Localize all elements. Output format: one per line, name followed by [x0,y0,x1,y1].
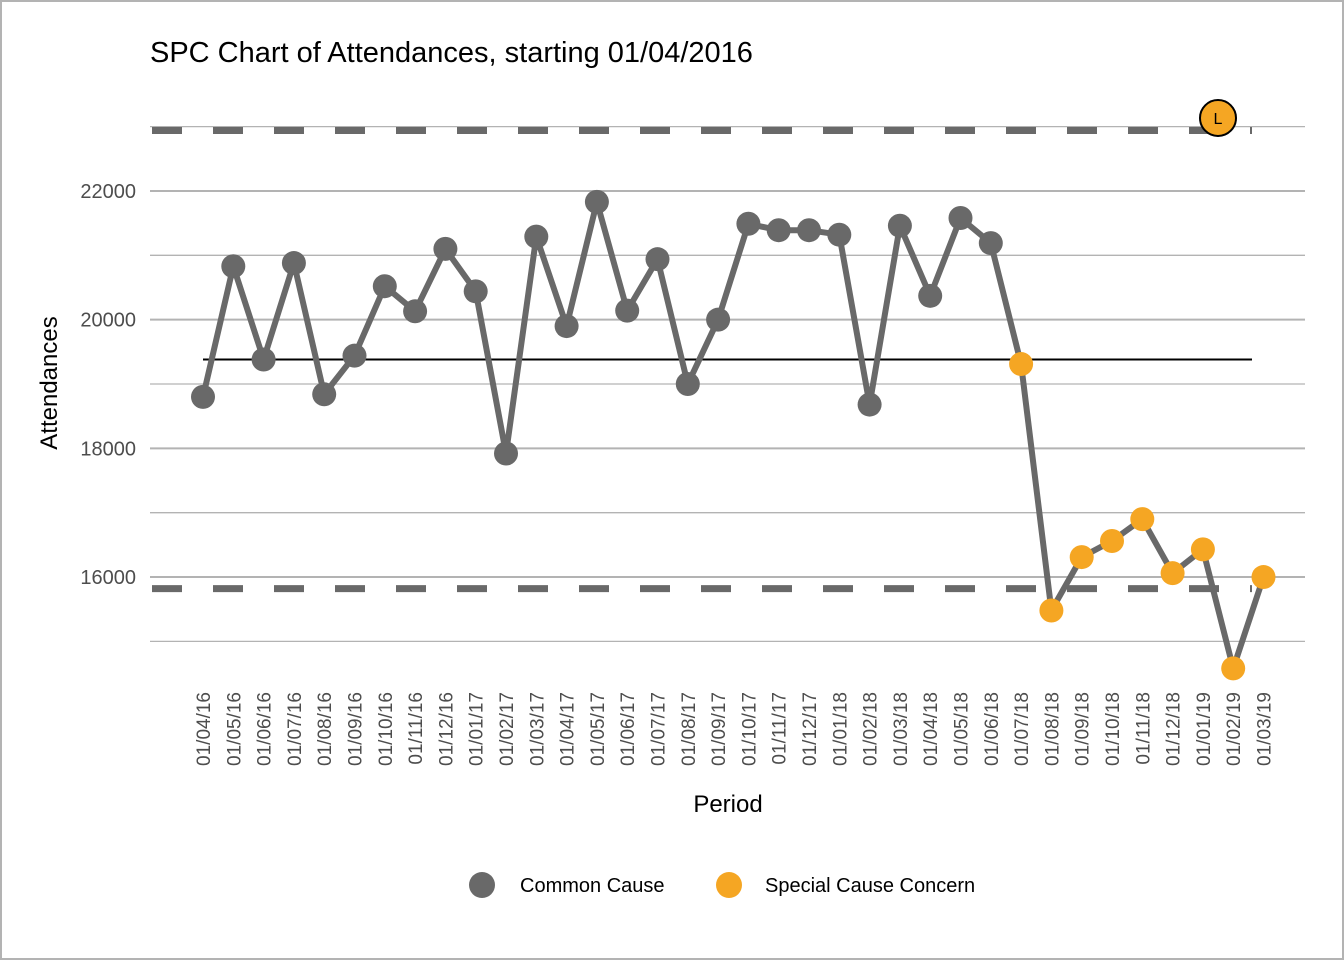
x-tick-label: 01/03/19 [1255,692,1276,766]
special-cause-point [1190,537,1215,562]
control-limits [150,126,1252,593]
common-cause-point [433,236,458,261]
common-cause-point [251,347,276,372]
y-axis-label: Attendances [36,316,63,449]
special-cause-point [1251,565,1276,590]
x-tick-label: 01/06/16 [255,692,276,766]
legend-swatch [716,872,742,898]
attendance-series [191,189,1276,681]
x-tick-label: 01/08/16 [315,692,336,766]
common-cause-point [615,298,640,323]
common-cause-point [827,222,852,247]
chart-title: SPC Chart of Attendances, starting 01/04… [150,37,753,69]
x-tick-label: 01/12/17 [800,692,821,766]
x-tick-label: 01/11/16 [406,692,427,765]
x-tick-label: 01/04/18 [921,692,942,766]
x-tick-label: 01/02/19 [1224,692,1245,766]
common-cause-point [948,205,973,230]
x-tick-label: 01/08/18 [1042,692,1063,766]
common-cause-point [312,382,337,407]
x-tick-label: 01/07/17 [649,692,670,766]
x-tick-label: 01/03/17 [527,692,548,766]
x-tick-label: 01/11/17 [770,692,791,765]
y-axis-ticks: 16000 18000 20000 22000 [80,181,136,589]
legend-swatch [469,872,495,898]
special-cause-point [1069,545,1094,570]
x-tick-label: 01/10/17 [739,692,760,766]
y-tick-label: 22000 [80,181,136,203]
x-tick-label: 01/07/16 [285,692,306,766]
x-tick-label: 01/11/18 [1133,692,1154,765]
special-cause-point [1221,656,1246,681]
common-cause-point [736,211,761,236]
series-line [200,198,1267,672]
legend: Common Cause Special Cause Concern [469,872,975,898]
x-tick-label: 01/05/17 [588,692,609,766]
common-cause-point [675,372,700,396]
common-cause-point [797,218,821,243]
x-tick-label: 01/06/17 [618,692,639,766]
common-cause-point [403,299,428,324]
x-tick-label: 01/07/18 [1012,692,1033,766]
special-cause-point [1160,561,1185,586]
x-tick-label: 01/03/18 [891,692,912,766]
legend-label: Special Cause Concern [765,875,975,897]
x-tick-label: 01/01/18 [830,692,851,766]
common-cause-point [281,251,306,276]
x-tick-label: 01/02/17 [497,692,518,766]
common-cause-point [372,274,397,299]
special-cause-point [1130,507,1155,532]
x-tick-label: 01/04/17 [558,692,579,766]
special-cause-point [1100,529,1124,554]
trend-icon: L [1199,99,1237,137]
special-cause-point [1039,598,1064,623]
common-cause-point [766,218,791,243]
common-cause-point [221,254,246,279]
x-tick-label: 01/02/18 [861,692,882,766]
y-tick-label: 18000 [80,438,136,460]
x-tick-label: 01/12/16 [436,692,457,766]
common-cause-point [918,283,943,308]
common-cause-point [584,189,609,214]
x-tick-label: 01/04/16 [194,692,215,766]
x-axis-label: Period [693,791,762,818]
x-tick-label: 01/08/17 [679,692,700,766]
x-tick-label: 01/09/16 [346,692,367,766]
common-cause-point [978,231,1003,256]
x-tick-label: 01/09/18 [1073,692,1094,766]
special-cause-point [1009,352,1034,377]
common-cause-point [494,441,518,466]
x-tick-label: 01/06/18 [982,692,1003,766]
y-tick-label: 20000 [80,310,136,332]
x-tick-label: 01/10/18 [1103,692,1124,766]
x-tick-label: 01/09/17 [709,692,730,766]
common-cause-point [463,279,488,304]
x-tick-label: 01/05/16 [224,692,245,766]
x-tick-label: 01/01/17 [467,692,488,766]
common-cause-point [342,343,367,368]
y-tick-label: 16000 [80,567,136,589]
x-tick-label: 01/12/18 [1164,692,1185,766]
x-axis-ticks: 01/04/16 01/05/16 01/06/16 01/07/16 01/08/16… [194,692,1276,766]
common-cause-point [706,307,731,332]
common-cause-point [645,247,670,272]
common-cause-point [554,314,579,339]
trend-icon-label: L [1214,111,1223,128]
x-tick-label: 01/10/16 [376,692,397,766]
common-cause-point [887,213,912,238]
x-tick-label: 01/01/19 [1194,692,1215,766]
common-cause-point [524,224,549,249]
common-cause-point [191,384,215,409]
trend-icon-circle [1199,99,1237,137]
legend-label: Common Cause [520,875,665,897]
common-cause-point [857,392,882,417]
x-tick-label: 01/05/18 [952,692,973,766]
